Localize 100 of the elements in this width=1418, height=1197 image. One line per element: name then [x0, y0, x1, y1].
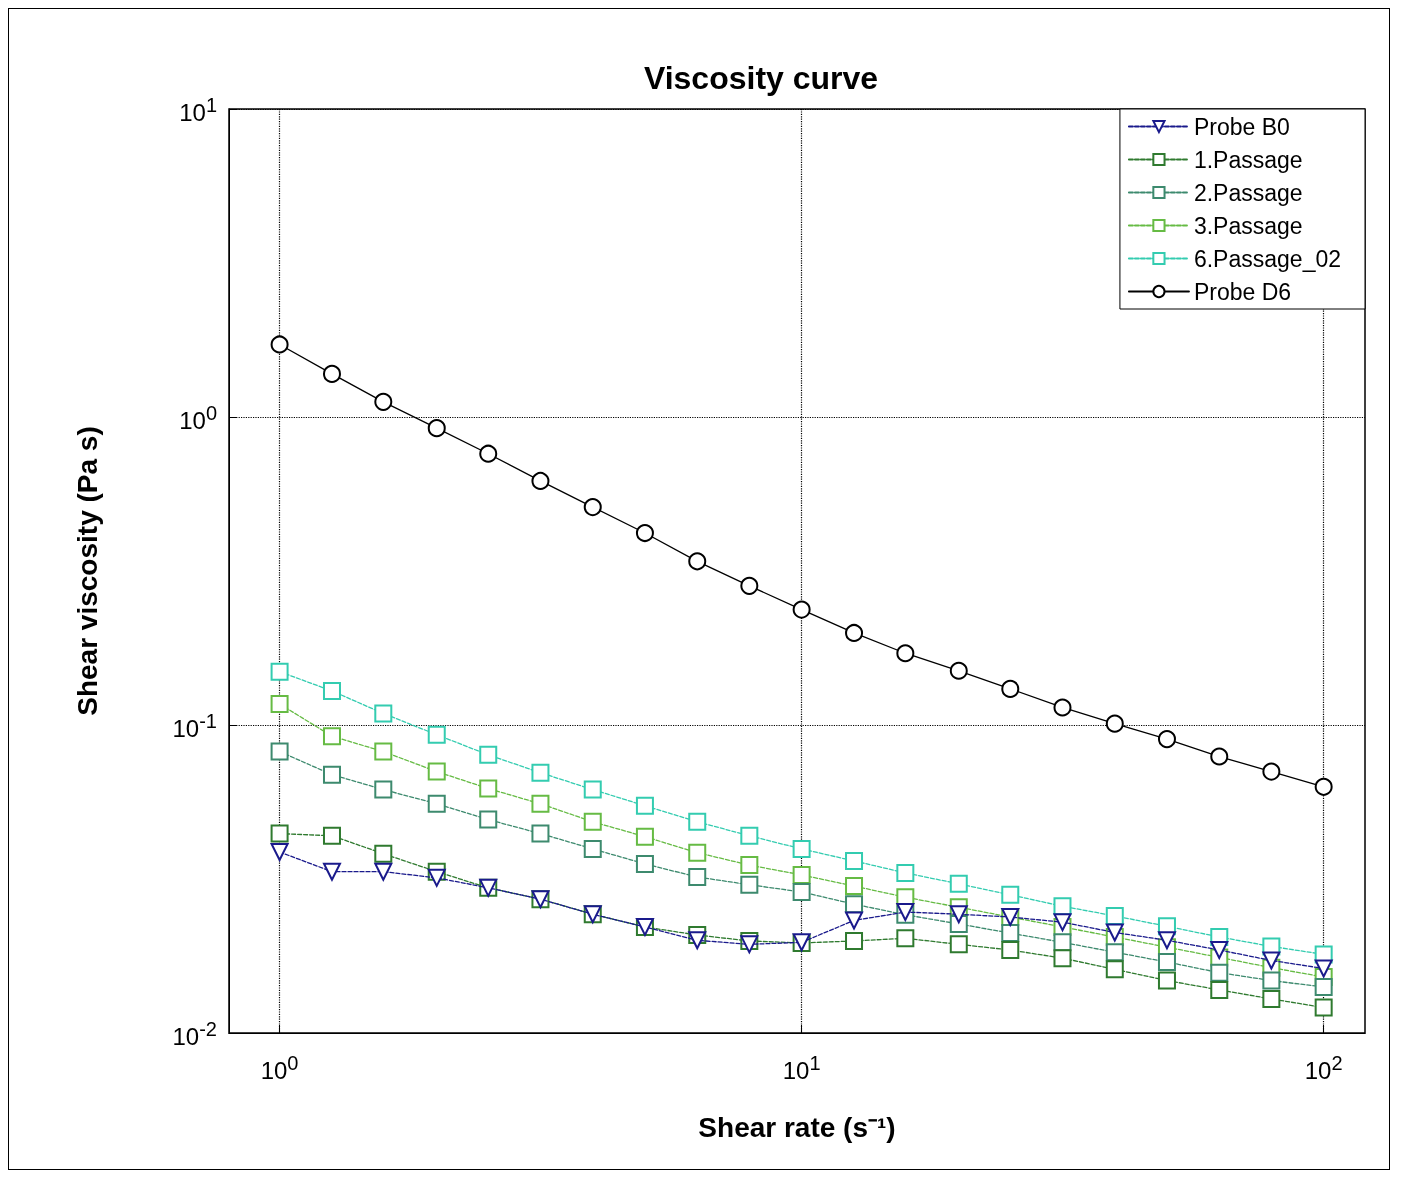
point — [1314, 777, 1333, 796]
point — [635, 796, 654, 815]
point — [1262, 971, 1281, 990]
point — [1105, 943, 1124, 962]
point — [949, 935, 968, 954]
point — [427, 868, 446, 887]
point — [1314, 959, 1333, 978]
point — [1053, 933, 1072, 952]
point — [792, 882, 811, 901]
point — [1001, 679, 1020, 698]
point — [531, 763, 550, 782]
point — [1001, 940, 1020, 959]
point — [270, 824, 289, 843]
point — [270, 662, 289, 681]
point — [635, 524, 654, 543]
point — [1053, 897, 1072, 916]
point — [270, 742, 289, 761]
point — [740, 856, 759, 875]
point — [374, 862, 393, 881]
point — [688, 931, 707, 950]
point — [531, 824, 550, 843]
point — [1053, 913, 1072, 932]
point — [583, 498, 602, 517]
point — [374, 742, 393, 761]
y-tick-label: 10$^{1}$ — [179, 93, 217, 127]
point — [740, 875, 759, 894]
point — [322, 862, 341, 881]
point — [1053, 949, 1072, 968]
legend-label: Probe D6 — [1193, 278, 1292, 305]
point — [583, 839, 602, 858]
y-axis-title: Shear viscosity (Pa s) — [71, 426, 103, 716]
point — [323, 364, 341, 383]
point — [374, 780, 393, 799]
point — [740, 935, 759, 954]
point — [1314, 998, 1333, 1017]
point — [845, 877, 864, 896]
point — [1105, 923, 1124, 942]
point — [1262, 989, 1281, 1008]
legend-label: 6.Passage_02 — [1193, 245, 1342, 272]
point — [1210, 747, 1229, 766]
x-axis-title: Shear rate (s⁻¹) — [698, 1111, 896, 1143]
point — [688, 812, 707, 831]
point — [896, 644, 915, 663]
legend-label: 3.Passage — [1193, 212, 1303, 239]
point — [1210, 963, 1229, 982]
point — [635, 827, 654, 846]
y-tick-label: 10$^{0}$ — [179, 401, 217, 435]
point — [1001, 885, 1020, 904]
point — [1314, 978, 1333, 997]
point — [1262, 762, 1281, 781]
point — [792, 600, 811, 619]
point — [635, 854, 654, 873]
point — [479, 810, 498, 829]
point — [792, 839, 811, 858]
legend-label: Probe B0 — [1193, 113, 1290, 140]
point — [374, 704, 393, 723]
x-tick-label: 10$^{0}$ — [260, 1051, 299, 1085]
point — [427, 419, 446, 438]
point — [322, 681, 341, 700]
chart-title: Viscosity curve — [643, 60, 879, 96]
legend-label: 2.Passage — [1193, 179, 1303, 206]
point — [583, 812, 602, 831]
point — [531, 471, 550, 490]
point — [322, 826, 341, 845]
x-tick-label: 10$^{2}$ — [1304, 1051, 1343, 1085]
point — [374, 392, 393, 411]
point — [896, 863, 915, 882]
point — [740, 576, 759, 595]
point — [688, 843, 707, 862]
point — [427, 725, 446, 744]
point — [688, 868, 707, 886]
point — [949, 874, 968, 893]
point — [479, 745, 498, 764]
point — [270, 842, 289, 861]
y-tick-label: 10$^{-2}$ — [172, 1017, 217, 1051]
point — [949, 905, 968, 924]
point — [688, 552, 707, 571]
point — [1210, 980, 1229, 999]
point — [374, 844, 393, 863]
point — [531, 794, 550, 813]
point — [1157, 971, 1176, 990]
point — [740, 826, 759, 845]
point — [845, 851, 864, 870]
point — [1262, 951, 1281, 970]
point — [949, 661, 968, 680]
point — [896, 929, 915, 948]
point — [1157, 730, 1176, 749]
point — [1001, 924, 1020, 943]
point — [427, 762, 446, 781]
point — [1105, 714, 1124, 733]
point — [1105, 906, 1124, 925]
point — [583, 780, 602, 799]
point — [1105, 960, 1124, 979]
point — [270, 335, 289, 354]
y-tick-label: 10$^{-1}$ — [172, 709, 217, 743]
point — [322, 765, 341, 784]
point — [792, 865, 811, 884]
point — [479, 779, 498, 798]
legend-label: 1.Passage — [1193, 146, 1303, 173]
point — [1053, 698, 1072, 717]
